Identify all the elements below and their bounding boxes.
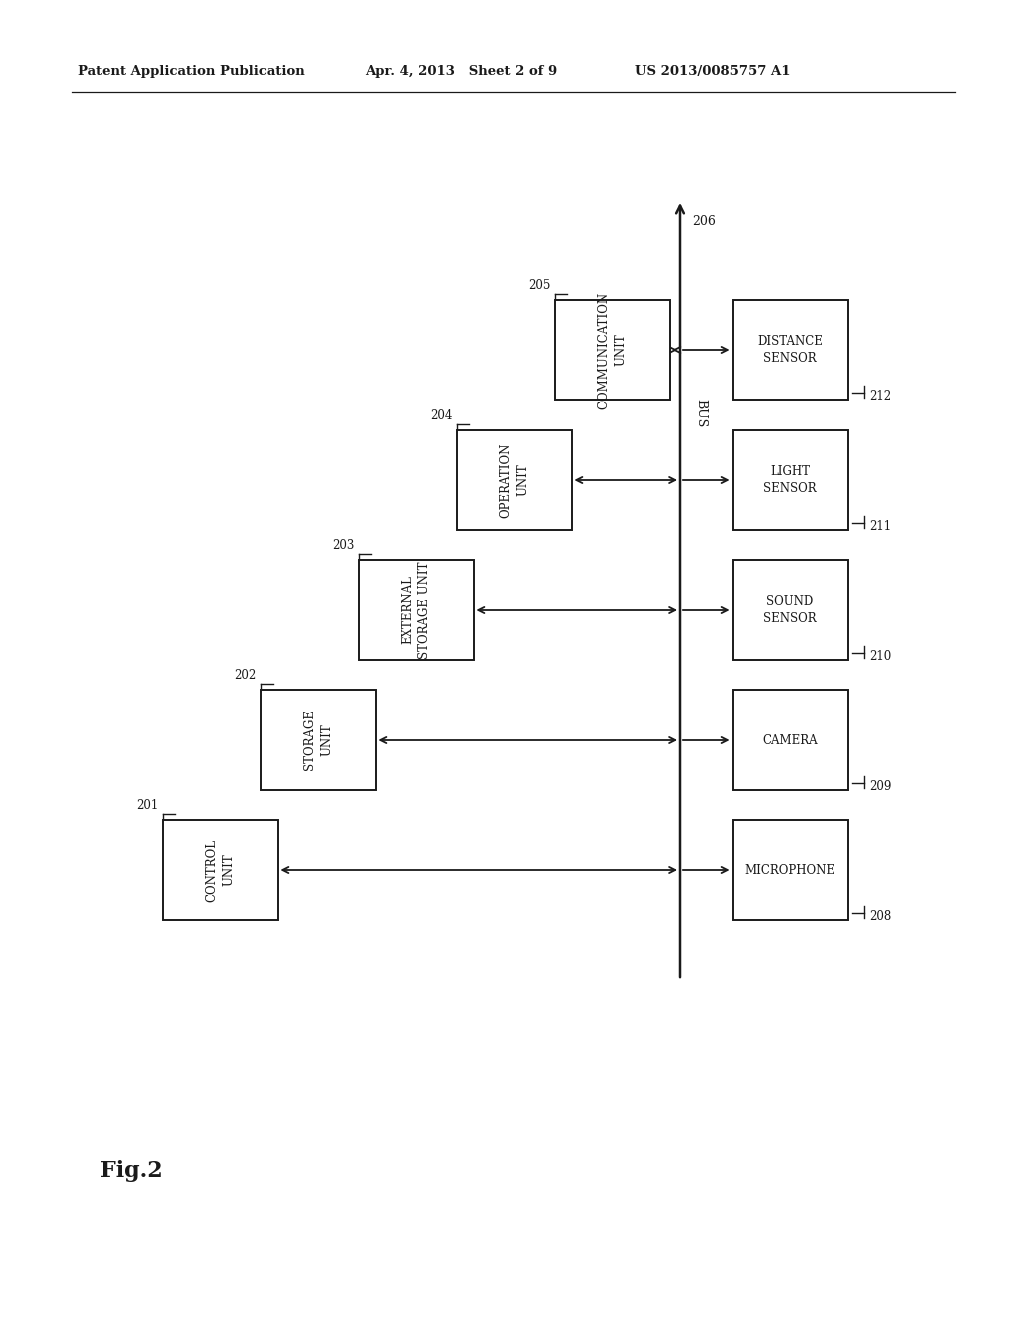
Bar	[457, 430, 571, 531]
Text: US 2013/0085757 A1: US 2013/0085757 A1	[635, 66, 791, 78]
Bar	[732, 560, 848, 660]
Text: BUS: BUS	[694, 399, 707, 428]
Bar	[732, 820, 848, 920]
Text: CONTROL
UNIT: CONTROL UNIT	[205, 838, 234, 902]
Text: 211: 211	[869, 520, 892, 533]
Text: CAMERA: CAMERA	[762, 734, 818, 747]
Text: EXTERNAL
STORAGE UNIT: EXTERNAL STORAGE UNIT	[401, 561, 431, 659]
Text: 206: 206	[692, 215, 716, 228]
Text: STORAGE
UNIT: STORAGE UNIT	[303, 710, 333, 771]
Text: OPERATION
UNIT: OPERATION UNIT	[499, 442, 529, 517]
Text: Fig.2: Fig.2	[100, 1160, 163, 1181]
Text: COMMUNICATION
UNIT: COMMUNICATION UNIT	[597, 292, 627, 409]
Bar	[260, 690, 376, 789]
Text: SOUND
SENSOR: SOUND SENSOR	[763, 595, 817, 624]
Text: 201: 201	[136, 799, 159, 812]
Text: 202: 202	[234, 669, 256, 682]
Text: 203: 203	[332, 539, 354, 552]
Text: 205: 205	[528, 279, 551, 292]
Bar	[163, 820, 278, 920]
Text: LIGHT
SENSOR: LIGHT SENSOR	[763, 465, 817, 495]
Text: Apr. 4, 2013   Sheet 2 of 9: Apr. 4, 2013 Sheet 2 of 9	[365, 66, 557, 78]
Bar	[732, 300, 848, 400]
Text: 212: 212	[869, 389, 892, 403]
Bar	[732, 430, 848, 531]
Text: 204: 204	[430, 409, 453, 422]
Bar	[732, 690, 848, 789]
Text: MICROPHONE: MICROPHONE	[744, 863, 836, 876]
Text: 208: 208	[869, 909, 892, 923]
Text: DISTANCE
SENSOR: DISTANCE SENSOR	[757, 335, 823, 366]
Text: 209: 209	[869, 780, 892, 793]
Text: Patent Application Publication: Patent Application Publication	[78, 66, 305, 78]
Bar	[358, 560, 473, 660]
Bar	[555, 300, 670, 400]
Text: 210: 210	[869, 649, 892, 663]
